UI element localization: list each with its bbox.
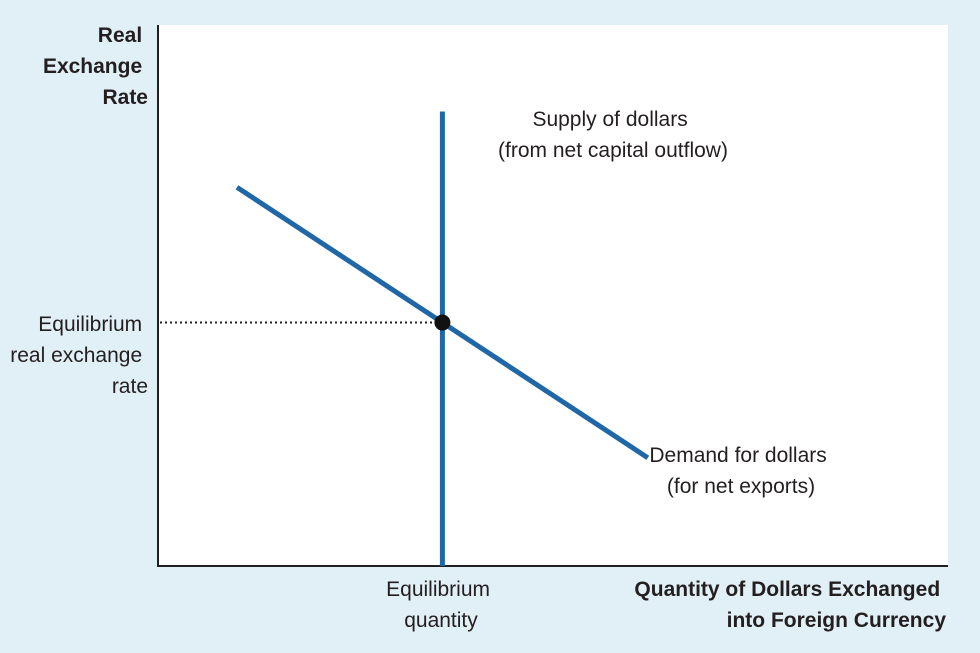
- equilibrium-quantity-label-line-2: quantity: [404, 609, 478, 632]
- y-axis-title: Real Exchange Rate: [43, 24, 148, 109]
- supply-curve-label-line-1: Supply of dollars: [532, 108, 687, 131]
- x-axis-title-line-1: Quantity of Dollars Exchanged: [634, 578, 940, 601]
- supply-curve-label: Supply of dollars (from net capital outf…: [498, 108, 728, 162]
- equilibrium-rate-label-line-3: rate: [112, 375, 148, 398]
- equilibrium-rate-label: Equilibrium real exchange rate: [10, 313, 148, 398]
- demand-curve-label-line-1: Demand for dollars: [649, 444, 826, 467]
- demand-curve-label: Demand for dollars (for net exports): [649, 444, 832, 498]
- supply-curve-label-line-2: (from net capital outflow): [498, 139, 728, 162]
- equilibrium-quantity-label-line-1: Equilibrium: [386, 578, 490, 601]
- y-axis-title-line-1: Real: [98, 24, 142, 47]
- x-axis-title-line-2: into Foreign Currency: [727, 609, 947, 632]
- demand-curve-label-line-2: (for net exports): [667, 475, 815, 498]
- y-axis-title-line-3: Rate: [102, 86, 148, 109]
- x-axis-title: Quantity of Dollars Exchanged into Forei…: [634, 578, 946, 632]
- equilibrium-quantity-label: Equilibrium quantity: [386, 578, 496, 632]
- equilibrium-rate-label-line-1: Equilibrium: [38, 313, 142, 336]
- y-axis-title-line-2: Exchange: [43, 55, 142, 78]
- equilibrium-rate-label-line-2: real exchange: [10, 344, 142, 367]
- equilibrium-point: [434, 314, 451, 331]
- plot-area: [158, 25, 948, 566]
